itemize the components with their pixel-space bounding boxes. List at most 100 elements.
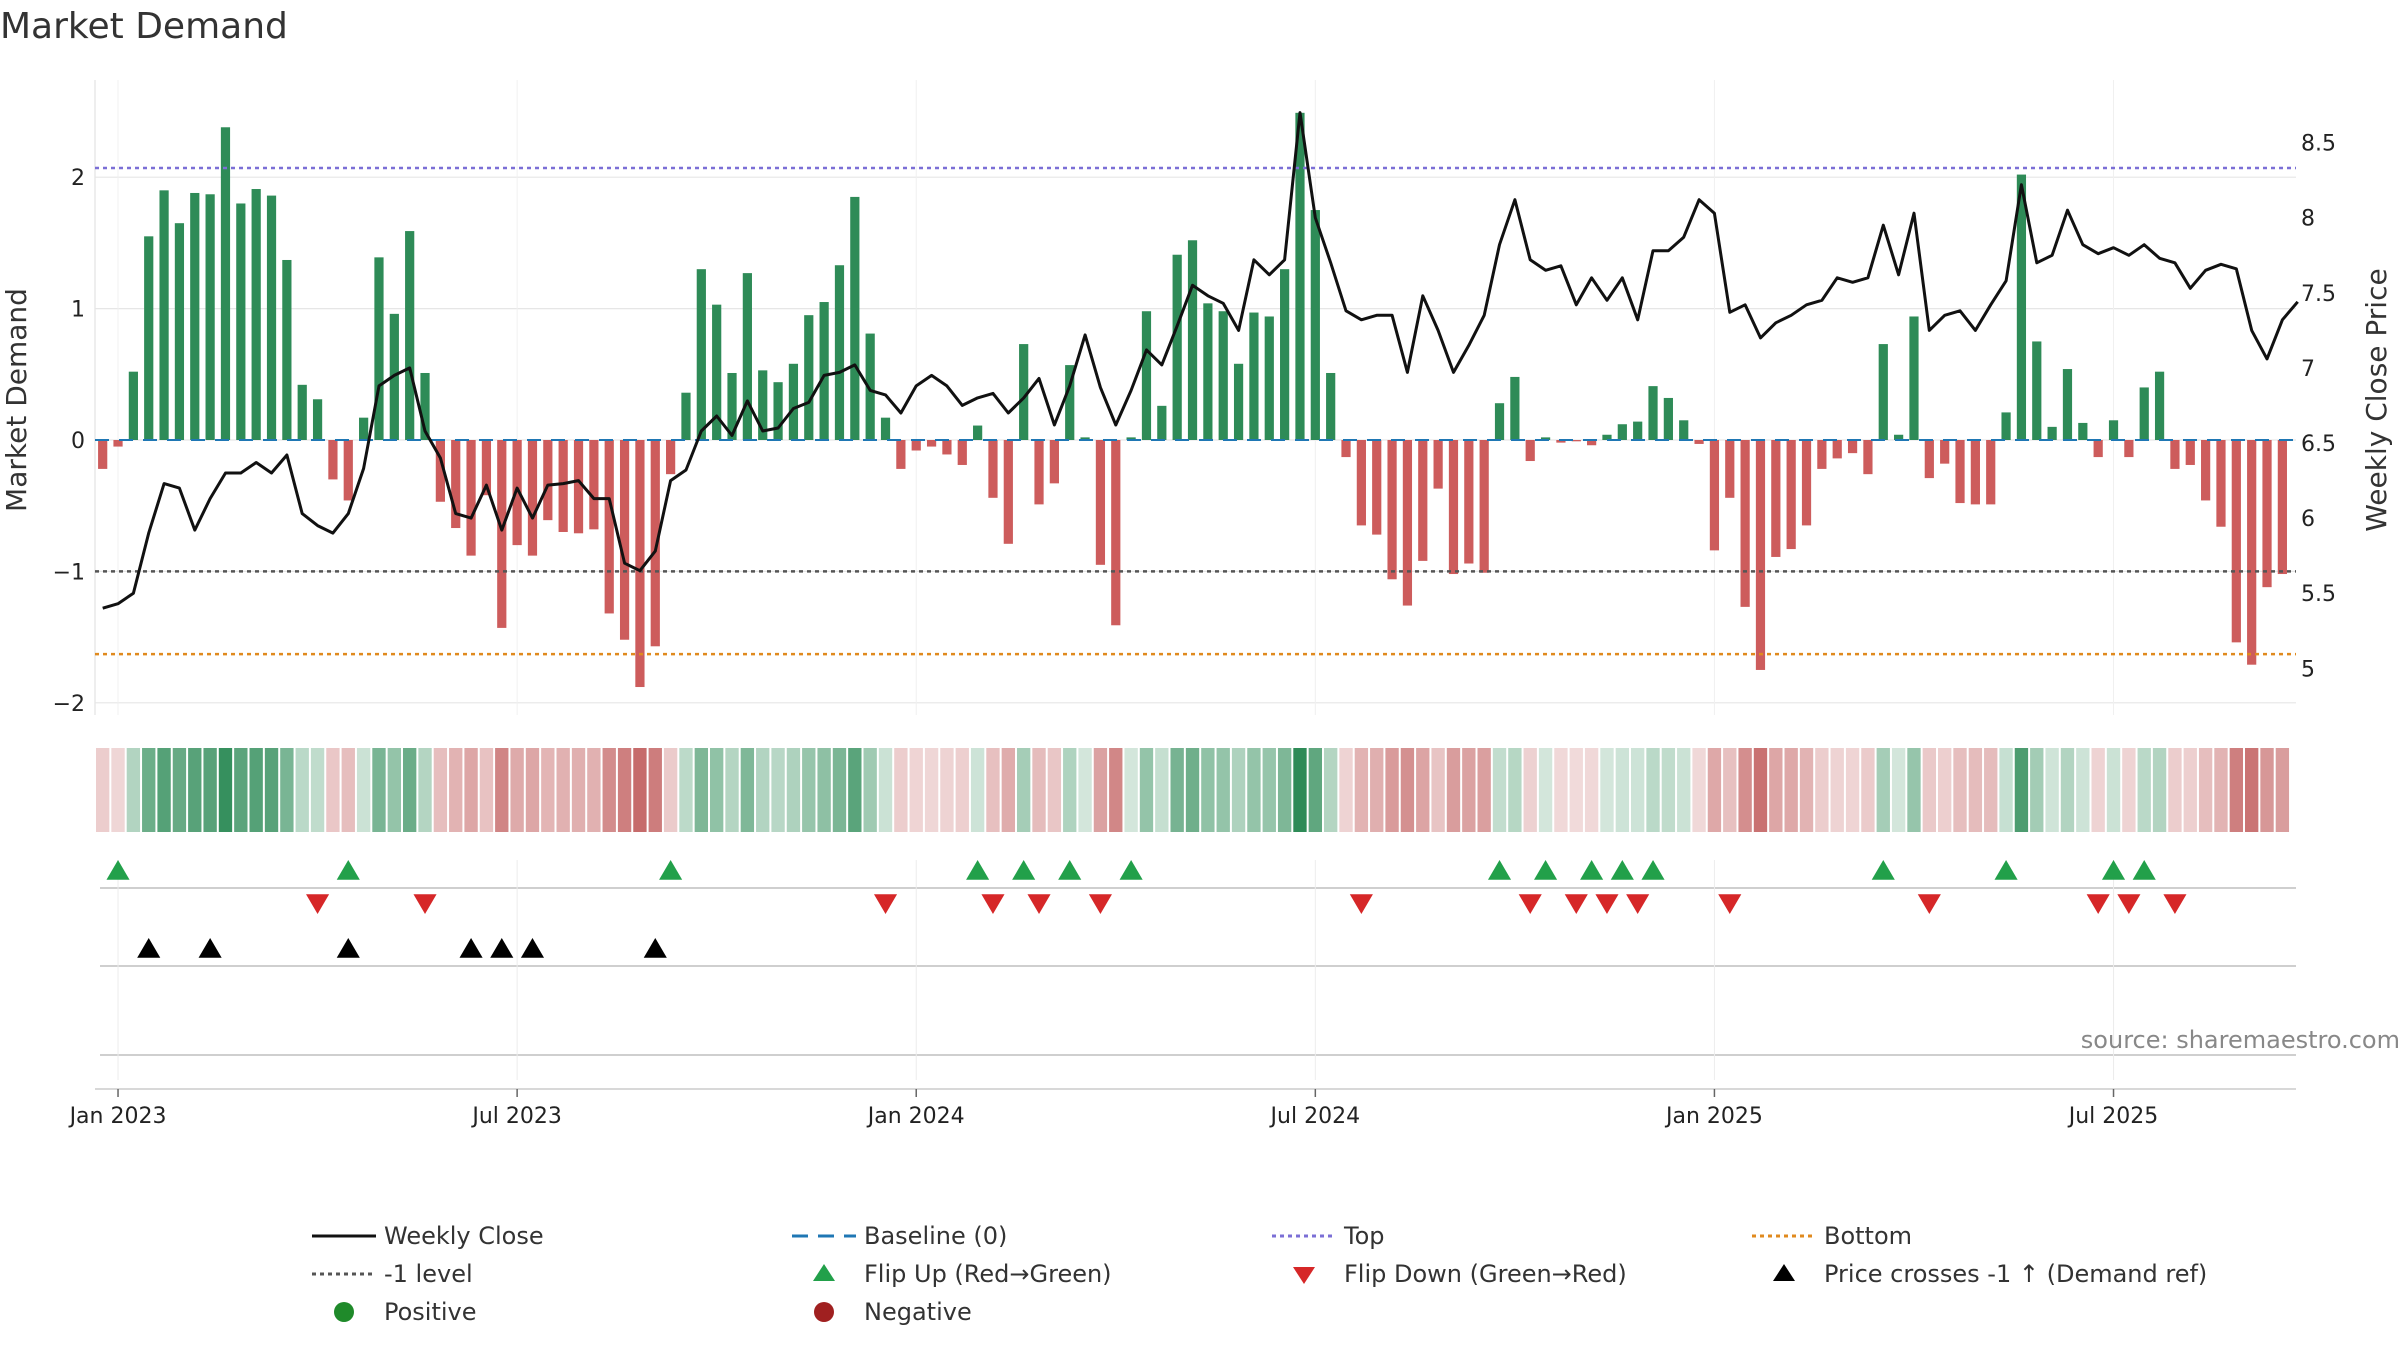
heat-cell	[1968, 748, 1983, 832]
heat-cell	[2214, 748, 2228, 832]
flip-down-marker	[2163, 894, 2187, 914]
demand-bar	[2262, 440, 2272, 588]
flip-up-marker	[1610, 860, 1634, 880]
heat-cell	[1231, 748, 1246, 832]
heat-cell	[387, 748, 401, 832]
flip-down-marker	[981, 894, 1005, 914]
heat-cell	[1400, 748, 1415, 832]
demand-bar	[1740, 440, 1750, 607]
heat-cell	[556, 748, 570, 832]
flip-up-marker	[1871, 860, 1895, 880]
legend-swatch-price-cross	[1773, 1264, 1795, 1281]
demand-bar	[1755, 440, 1766, 670]
demand-bar	[1556, 440, 1566, 443]
heat-cell	[1830, 748, 1844, 832]
legend-label-minus1: -1 level	[384, 1260, 473, 1288]
flip-down-marker	[2086, 894, 2110, 914]
heat-cell	[310, 748, 325, 832]
flip-up-marker	[1580, 860, 1604, 880]
heat-cell	[218, 748, 233, 832]
heat-cell	[924, 748, 939, 832]
demand-bar	[589, 440, 599, 530]
heat-cell	[2091, 748, 2105, 832]
price-cross-marker	[490, 938, 514, 958]
demand-bar	[2047, 426, 2057, 440]
heat-cell	[617, 748, 632, 832]
marker-panels	[95, 860, 2296, 1090]
heat-cell	[1707, 748, 1722, 832]
flip-up-marker	[1058, 860, 1082, 880]
left-axis-label: Market Demand	[0, 288, 33, 512]
demand-bar	[1663, 397, 1673, 440]
left-tick-label: 1	[71, 298, 85, 323]
heat-cell	[264, 748, 279, 832]
demand-bar	[2201, 440, 2211, 501]
heat-cell	[817, 748, 831, 832]
demand-bar	[1280, 269, 1290, 440]
demand-bar	[681, 392, 691, 440]
price-cross-marker	[198, 938, 222, 958]
demand-bar	[666, 440, 676, 475]
heat-cell	[341, 748, 355, 832]
heat-cell	[786, 748, 801, 832]
heat-cell	[802, 748, 816, 832]
demand-bar	[174, 223, 185, 440]
demand-bar	[1464, 440, 1474, 564]
demand-bar	[712, 304, 722, 440]
demand-bar	[1233, 363, 1244, 440]
heat-cell	[1308, 748, 1322, 832]
demand-bar	[942, 440, 952, 455]
heat-cell	[2275, 748, 2290, 832]
heat-cell	[2060, 748, 2075, 832]
right-tick-label: 7.5	[2301, 282, 2336, 307]
heat-cell	[1155, 748, 1169, 832]
heat-cell	[1922, 748, 1936, 832]
demand-bar	[650, 440, 660, 647]
left-tick-label: 2	[71, 166, 85, 191]
flip-up-marker	[1534, 860, 1558, 880]
demand-bar	[1940, 440, 1950, 464]
heat-cell	[1462, 748, 1476, 832]
flip-up-marker	[1012, 860, 1036, 880]
heat-cell	[1799, 748, 1814, 832]
demand-bar	[2170, 440, 2180, 469]
heat-cell	[863, 748, 877, 832]
left-tick-label: 0	[71, 429, 85, 454]
heat-cell	[1953, 748, 1967, 832]
demand-bar	[1878, 344, 1888, 440]
heat-cell	[832, 748, 847, 832]
demand-bar	[1817, 440, 1827, 469]
demand-bar	[788, 363, 799, 440]
right-tick-label: 6.5	[2301, 432, 2336, 457]
demand-bar	[1924, 440, 1934, 479]
legend-label-bottom: Bottom	[1824, 1222, 1912, 1250]
demand-bar	[1909, 316, 1919, 440]
demand-bar	[2139, 387, 2149, 440]
legend-label-negative: Negative	[864, 1298, 972, 1326]
heat-cell	[2168, 748, 2182, 832]
heat-cell	[172, 748, 187, 832]
demand-bar	[1587, 440, 1597, 446]
heat-cell	[1584, 748, 1599, 832]
heat-cell	[2152, 748, 2167, 832]
demand-bar	[1510, 376, 1520, 440]
heat-cell	[663, 748, 678, 832]
heat-cell	[710, 748, 724, 832]
demand-bar	[1341, 440, 1351, 458]
demand-bar	[1847, 440, 1858, 454]
demand-bar	[435, 440, 445, 502]
demand-bar	[1525, 440, 1535, 462]
flip-down-marker	[873, 894, 898, 914]
heat-cell	[2076, 748, 2090, 832]
heat-cell	[1093, 748, 1108, 832]
heat-cell	[295, 748, 309, 832]
heat-cell	[2014, 748, 2029, 832]
legend-label-flipdown: Flip Down (Green→Red)	[1344, 1260, 1627, 1288]
demand-bar	[1095, 440, 1106, 565]
demand-bar	[405, 231, 415, 440]
legend-label-positive: Positive	[384, 1298, 477, 1326]
flip-up-marker	[966, 860, 990, 880]
right-tick-label: 8.5	[2301, 132, 2336, 157]
demand-bar	[2231, 440, 2241, 643]
heat-cell	[403, 748, 417, 832]
